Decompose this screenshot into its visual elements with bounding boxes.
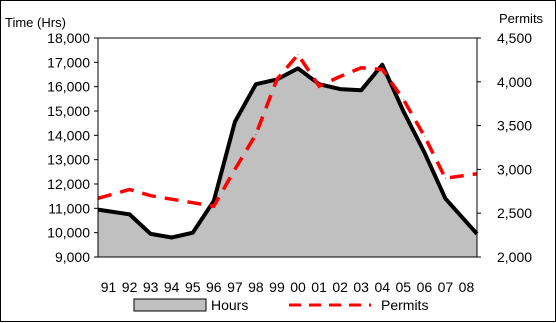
y-right-tick-label: 3,000 [497,161,532,177]
x-tick-label-98: 98 [248,279,264,295]
y-left-title: Time (Hrs) [5,15,66,30]
y-left-tick-label: 15,000 [47,103,90,119]
permits-point-96 [213,205,215,207]
y-right-tick-label: 4,000 [497,74,532,90]
y-right-tick-label: 2,500 [497,205,532,221]
permits-point-95 [192,202,194,204]
hours-point-00 [297,67,299,69]
hours-point-97 [234,121,236,123]
x-tick-label-08: 08 [459,279,475,295]
hours-point-98 [255,83,257,85]
permits-point-02 [339,76,341,77]
y-left-tick-label: 11,000 [48,200,90,216]
hours-point-06 [423,151,425,153]
y-left-tick-label: 12,000 [47,176,90,192]
permits-point-04 [381,69,383,70]
permits-point-06 [423,135,425,137]
hours-line [97,62,479,240]
y-left-tick-label: 10,000 [47,225,90,241]
permits-point-07 [444,177,446,179]
x-tick-label-91: 91 [101,279,117,295]
x-tick-label-92: 92 [122,279,138,295]
permits-point-94 [171,198,173,200]
hours-area [98,64,477,257]
y-left-tick-label: 9,000 [55,249,90,265]
x-tick-label-94: 94 [164,279,180,295]
x-tick-label-02: 02 [332,279,348,295]
x-tick-label-00: 00 [290,279,306,295]
permits-point-01 [318,85,320,87]
hours-point-92 [129,213,131,215]
x-tick-label-93: 93 [143,279,159,295]
x-tick-label-04: 04 [374,279,390,295]
y-left-tick-label: 17,000 [47,54,90,70]
legend-label-hours: Hours [211,297,248,313]
legend: Hours Permits [133,297,428,313]
legend-swatch-hours [133,298,207,312]
x-tick-label-95: 95 [185,279,201,295]
hours-point-93 [150,233,152,235]
hours-point-96 [213,200,215,202]
permits-point-03 [360,67,362,69]
hours-point-95 [192,232,194,234]
x-tick-label-96: 96 [206,279,222,295]
permits-point-93 [150,195,152,197]
permits-point-97 [234,168,236,170]
hours-point-94 [171,237,173,238]
x-tick-label-03: 03 [353,279,369,295]
x-tick-label-05: 05 [396,279,412,295]
x-tick-label-97: 97 [227,279,243,295]
y-right-tick-label: 4,500 [497,30,532,46]
hours-point-02 [339,88,341,90]
permits-point-92 [129,189,131,190]
permits-point-00 [297,54,299,56]
y-left-tick-label: 13,000 [47,152,90,168]
y-left-tick-label: 14,000 [47,127,90,143]
permits-point-05 [402,98,404,100]
y-right-tick-label: 3,500 [497,118,532,134]
hours-point-03 [360,89,362,91]
x-tick-label-06: 06 [417,279,433,295]
x-tick-label-01: 01 [311,279,327,295]
y-left-tick-label: 16,000 [47,79,90,95]
legend-label-permits: Permits [381,297,428,313]
y-right-title: Permits [499,11,544,26]
permits-point-99 [276,78,278,80]
x-tick-label-07: 07 [438,279,454,295]
x-tick-label-99: 99 [269,279,285,295]
y-right-tick-label: 2,000 [497,249,532,265]
permits-point-98 [255,133,257,135]
permits-line [97,51,478,209]
y-left-tick-label: 18,000 [47,30,90,46]
hours-point-07 [444,198,446,200]
hours-point-04 [381,64,383,66]
hours-point-05 [402,110,404,112]
